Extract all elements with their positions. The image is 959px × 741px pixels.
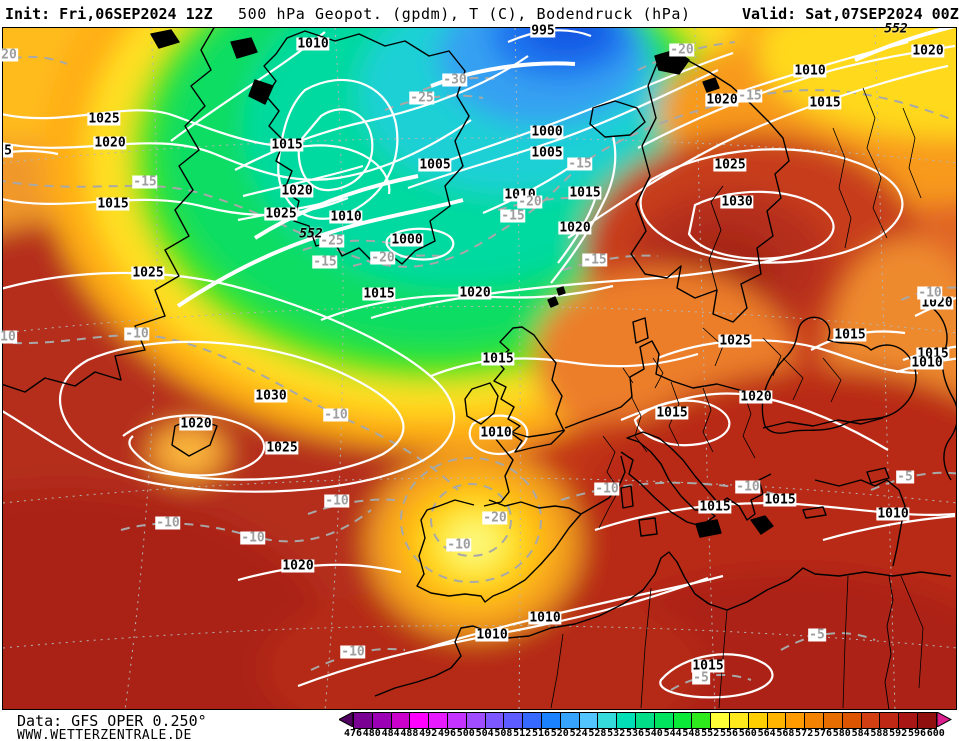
data-source-label: Data: GFS OPER 0.250°	[17, 712, 207, 730]
colorbar-segment	[598, 713, 618, 728]
colorbar-tick: 552	[701, 728, 720, 739]
website-label: WWW.WETTERZENTRALE.DE	[17, 728, 192, 741]
colorbar-segment	[372, 713, 392, 728]
colorbar-left-arrow	[339, 712, 354, 727]
colorbar-tick: 576	[813, 728, 833, 739]
colorbar-tick: 580	[832, 728, 851, 739]
colorbar-segments	[353, 712, 937, 729]
colorbar-segment	[354, 713, 373, 728]
colorbar-tick: 560	[738, 728, 757, 739]
colorbar-segment	[729, 713, 749, 728]
colorbar-tick: 520	[550, 728, 569, 739]
colorbar-segment	[560, 713, 580, 728]
colorbar-segment	[842, 713, 862, 728]
valid-time-label: Valid: Sat,07SEP2024 00Z	[742, 5, 959, 23]
chart-title: 500 hPa Geopot. (gpdm), T (C), Bodendruc…	[238, 5, 691, 23]
colorbar-right-arrow	[937, 712, 952, 727]
colorbar-segment	[711, 713, 730, 728]
colorbar-tick: 584	[851, 728, 870, 739]
map-artwork	[3, 28, 956, 709]
colorbar-segment	[635, 713, 655, 728]
colorbar-tick: 496	[437, 728, 457, 739]
colorbar-tick: 548	[682, 728, 701, 739]
colorbar-tick: 476	[343, 728, 363, 739]
geopotential-color-field	[3, 28, 956, 709]
colorbar-segment	[786, 713, 806, 728]
colorbar-segment	[485, 713, 505, 728]
colorbar-segment	[805, 713, 824, 728]
colorbar-segment	[861, 713, 881, 728]
colorbar-segment	[579, 713, 599, 728]
colorbar-tick: 488	[400, 728, 419, 739]
colorbar-tick: 492	[419, 728, 438, 739]
colorbar-tick: 536	[625, 728, 645, 739]
colorbar-tick: 592	[889, 728, 908, 739]
colorbar-tick: 564	[757, 728, 776, 739]
colorbar-tick: 500	[456, 728, 475, 739]
colorbar-segment	[823, 713, 843, 728]
colorbar-tick: 532	[607, 728, 626, 739]
colorbar-tick: 480	[362, 728, 381, 739]
colorbar-tick: 540	[644, 728, 663, 739]
map-area	[2, 27, 957, 710]
colorbar-tick: 524	[569, 728, 588, 739]
colorbar-segment	[748, 713, 768, 728]
colorbar-tick: 516	[531, 728, 551, 739]
colorbar-tick: 596	[907, 728, 927, 739]
colorbar-segment	[899, 713, 918, 728]
colorbar-segment	[692, 713, 712, 728]
colorbar-tick: 568	[776, 728, 795, 739]
colorbar-tick: 508	[494, 728, 513, 739]
colorbar-segment	[504, 713, 524, 728]
colorbar-tick: 556	[719, 728, 739, 739]
colorbar-segment	[466, 713, 486, 728]
colorbar-segment	[523, 713, 542, 728]
colorbar-segment	[541, 713, 561, 728]
colorbar-tick: 600	[926, 728, 945, 739]
colorbar-segment	[391, 713, 411, 728]
colorbar-segment	[673, 713, 693, 728]
colorbar: 476 480 484 488 492 496 500 504 508 512 516 520 524 5…	[339, 712, 952, 741]
init-time-label: Init: Fri,06SEP2024 12Z	[5, 5, 213, 23]
colorbar-segment	[410, 713, 430, 728]
coastlines	[3, 28, 956, 709]
colorbar-segment	[617, 713, 636, 728]
colorbar-segment	[447, 713, 467, 728]
header-bar: Init: Fri,06SEP2024 12Z 500 hPa Geopot. …	[0, 0, 959, 27]
colorbar-tick: 512	[513, 728, 532, 739]
colorbar-tick: 588	[870, 728, 889, 739]
colorbar-segment	[880, 713, 900, 728]
colorbar-tick: 572	[795, 728, 814, 739]
colorbar-tick: 504	[475, 728, 494, 739]
colorbar-tick: 544	[663, 728, 682, 739]
colorbar-tick: 484	[381, 728, 400, 739]
colorbar-segment	[917, 713, 936, 728]
colorbar-segment	[654, 713, 674, 728]
colorbar-ticks: 476 480 484 488 492 496 500 504 508 512 516 520 524 5…	[344, 728, 945, 740]
colorbar-segment	[429, 713, 448, 728]
colorbar-tick: 528	[588, 728, 607, 739]
colorbar-segment	[767, 713, 787, 728]
